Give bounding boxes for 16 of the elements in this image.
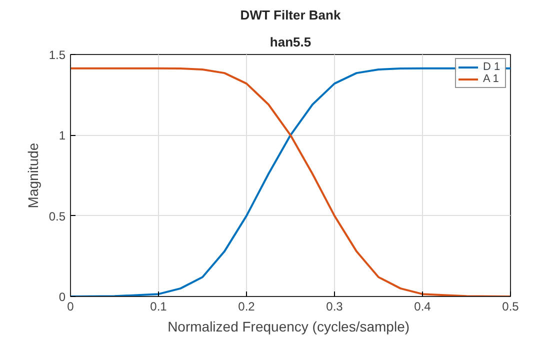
y-tick-label: 1	[58, 128, 66, 143]
y-axis-title: Magnitude	[24, 142, 41, 208]
legend-label: D 1	[483, 61, 502, 73]
x-tick-label: 0	[67, 300, 74, 314]
y-tick-label: 0.5	[48, 209, 66, 224]
y-tick-label: 0	[58, 290, 66, 304]
x-tick-label: 0.3	[326, 300, 344, 314]
x-tick-label: 0.4	[414, 300, 432, 314]
y-tick-label: 1.5	[48, 48, 66, 62]
chart-subtitle: han5.5	[270, 34, 312, 50]
x-axis-title: Normalized Frequency (cycles/sample)	[168, 318, 410, 334]
x-tick-label: 0.1	[150, 300, 168, 314]
chart-title: DWT Filter Bank	[240, 8, 342, 22]
legend-label: A 1	[483, 73, 500, 85]
x-tick-label: 0.2	[238, 300, 256, 314]
x-tick-label: 0.5	[502, 300, 520, 314]
